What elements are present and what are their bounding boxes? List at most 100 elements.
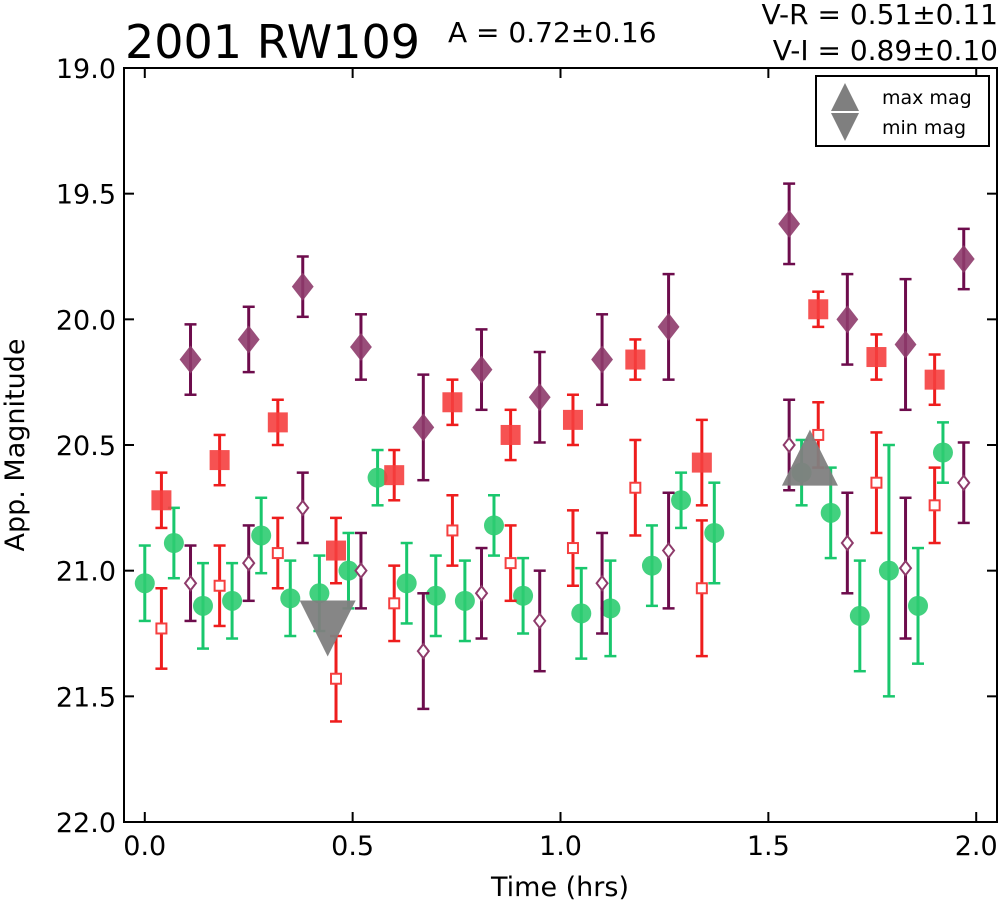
data-point-2-12 xyxy=(928,466,941,545)
marker-diamond xyxy=(350,332,372,361)
x-tick-label: 2.0 xyxy=(955,831,998,862)
data-point-3-5 xyxy=(470,328,493,412)
marker-square xyxy=(625,349,646,370)
data-point-4-6 xyxy=(532,569,547,673)
marker-circle xyxy=(425,585,446,606)
data-point-3-8 xyxy=(657,272,680,381)
data-point-0-1 xyxy=(163,506,184,580)
data-point-1-9 xyxy=(691,418,712,507)
data-point-3-4 xyxy=(412,373,435,482)
legend-label: min mag xyxy=(882,117,966,139)
marker-diamond xyxy=(952,245,975,274)
data-point-2-7 xyxy=(566,509,579,587)
marker-diamond xyxy=(179,345,202,374)
marker-circle xyxy=(878,560,899,581)
data-point-0-13 xyxy=(513,556,534,635)
marker-diamond xyxy=(528,383,551,412)
marker-square xyxy=(928,499,941,512)
data-point-1-8 xyxy=(625,338,646,381)
series-0-circle-filled xyxy=(134,421,953,698)
marker-circle xyxy=(309,583,330,604)
marker-square xyxy=(330,672,343,685)
marker-square xyxy=(151,490,172,511)
marker-square xyxy=(267,412,288,433)
data-point-0-10 xyxy=(425,554,446,638)
data-point-0-23 xyxy=(908,546,929,665)
marker-square xyxy=(500,424,521,445)
marker-diamond xyxy=(836,305,859,334)
data-point-3-0 xyxy=(179,323,202,396)
marker-square xyxy=(924,369,945,390)
y-tick-label: 20.0 xyxy=(56,305,116,336)
marker-circle xyxy=(671,490,692,511)
data-point-2-8 xyxy=(629,438,642,537)
marker-diamond xyxy=(354,562,368,580)
data-point-0-24 xyxy=(932,421,953,484)
marker-circle xyxy=(134,573,155,594)
legend-triangle-up-icon xyxy=(831,83,859,111)
data-point-0-15 xyxy=(600,559,621,658)
marker-square xyxy=(388,597,401,610)
marker-diamond xyxy=(591,345,613,374)
marker-circle xyxy=(163,533,184,554)
data-point-1-10 xyxy=(808,290,829,329)
data-point-4-11 xyxy=(898,496,913,640)
data-point-0-4 xyxy=(251,496,272,575)
marker-circle xyxy=(600,598,621,619)
data-point-4-7 xyxy=(595,531,609,635)
data-point-4-3 xyxy=(354,531,368,610)
marker-diamond xyxy=(183,574,198,592)
data-point-3-2 xyxy=(291,255,314,319)
marker-circle xyxy=(571,603,592,624)
x-tick-label: 1.0 xyxy=(539,831,582,862)
y-tick-label: 19.5 xyxy=(56,180,116,211)
data-point-2-1 xyxy=(213,544,226,628)
min-mag-marker xyxy=(299,600,356,657)
data-point-3-10 xyxy=(836,272,859,366)
data-point-2-3 xyxy=(330,634,343,723)
data-point-2-11 xyxy=(870,431,883,535)
y-tick-label: 21.5 xyxy=(56,682,116,713)
marker-circle xyxy=(513,585,534,606)
data-point-0-3 xyxy=(222,561,243,640)
data-point-2-5 xyxy=(446,494,459,567)
y-axis-label: App. Magnitude xyxy=(0,339,31,552)
data-point-0-2 xyxy=(192,561,213,650)
data-point-4-0 xyxy=(183,544,198,623)
data-point-4-12 xyxy=(957,441,971,525)
data-point-0-21 xyxy=(849,559,870,673)
data-point-3-1 xyxy=(237,305,260,374)
chart-title: 2001 RW109 xyxy=(125,15,420,69)
data-point-4-1 xyxy=(241,524,256,603)
marker-square xyxy=(629,481,642,494)
data-point-0-16 xyxy=(641,524,662,608)
marker-diamond xyxy=(595,574,609,592)
v-i-annotation: V-I = 0.89±0.10 xyxy=(773,34,998,67)
data-point-3-11 xyxy=(894,277,917,412)
marker-circle xyxy=(932,442,953,463)
plot-area xyxy=(134,182,975,723)
data-point-0-9 xyxy=(396,541,417,625)
data-point-1-7 xyxy=(562,393,583,447)
marker-square xyxy=(812,428,825,441)
data-point-3-12 xyxy=(952,227,975,291)
marker-diamond xyxy=(840,534,855,552)
legend-label: max mag xyxy=(882,87,972,109)
marker-diamond xyxy=(241,554,256,572)
data-point-0-12 xyxy=(483,494,504,557)
data-point-1-3 xyxy=(326,516,347,585)
marker-diamond xyxy=(470,355,493,384)
data-point-2-4 xyxy=(388,564,401,643)
marker-square xyxy=(271,547,284,560)
data-point-1-2 xyxy=(267,398,288,447)
data-point-0-5 xyxy=(280,559,301,638)
data-point-1-6 xyxy=(500,408,521,462)
v-r-annotation: V-R = 0.51±0.11 xyxy=(762,0,998,31)
data-point-0-17 xyxy=(671,471,692,530)
marker-square xyxy=(442,392,463,413)
marker-square xyxy=(446,524,459,537)
marker-diamond xyxy=(291,272,314,301)
data-point-0-14 xyxy=(571,566,592,660)
data-point-2-9 xyxy=(695,519,708,658)
